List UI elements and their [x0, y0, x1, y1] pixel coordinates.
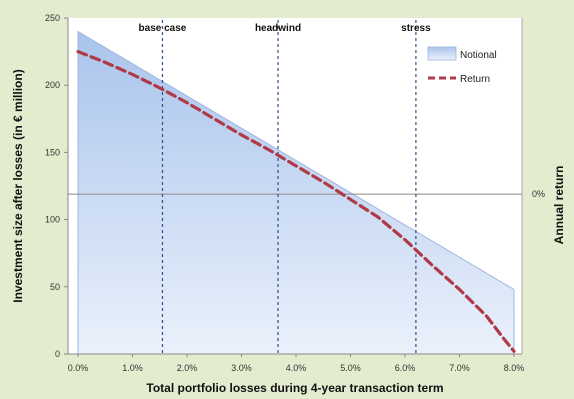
scenario-label-0: base case — [139, 23, 187, 34]
y-tick-5: 250 — [45, 13, 60, 23]
x-axis-title: Total portfolio losses during 4-year tra… — [146, 381, 443, 395]
x-tick-0: 0.0% — [68, 363, 89, 373]
y-tick-3: 150 — [45, 147, 60, 157]
y-tick-2: 100 — [45, 215, 60, 225]
scenario-label-1: headwind — [255, 23, 301, 34]
legend-label-notional: Notional — [460, 50, 497, 61]
y2-axis-title: Annual return — [552, 166, 566, 245]
scenario-label-2: stress — [401, 23, 431, 34]
x-tick-5: 5.0% — [340, 363, 361, 373]
legend: Notional Return — [427, 46, 497, 85]
y2-tick-zero: 0% — [532, 189, 545, 199]
x-tick-2: 2.0% — [177, 363, 198, 373]
y-tick-4: 200 — [45, 80, 60, 90]
x-tick-6: 6.0% — [395, 363, 416, 373]
x-tick-1: 1.0% — [122, 363, 143, 373]
x-tick-8: 8.0% — [504, 363, 525, 373]
return-line — [76, 49, 516, 353]
x-tick-7: 7.0% — [449, 363, 470, 373]
legend-label-return: Return — [460, 74, 490, 85]
y-tick-1: 50 — [50, 282, 60, 292]
x-tick-3: 3.0% — [231, 363, 252, 373]
y-tick-0: 0 — [55, 349, 60, 359]
x-tick-4: 4.0% — [286, 363, 307, 373]
y-axis-title: Investment size after losses (in € milli… — [11, 69, 25, 302]
legend-swatch-notional — [427, 46, 457, 61]
